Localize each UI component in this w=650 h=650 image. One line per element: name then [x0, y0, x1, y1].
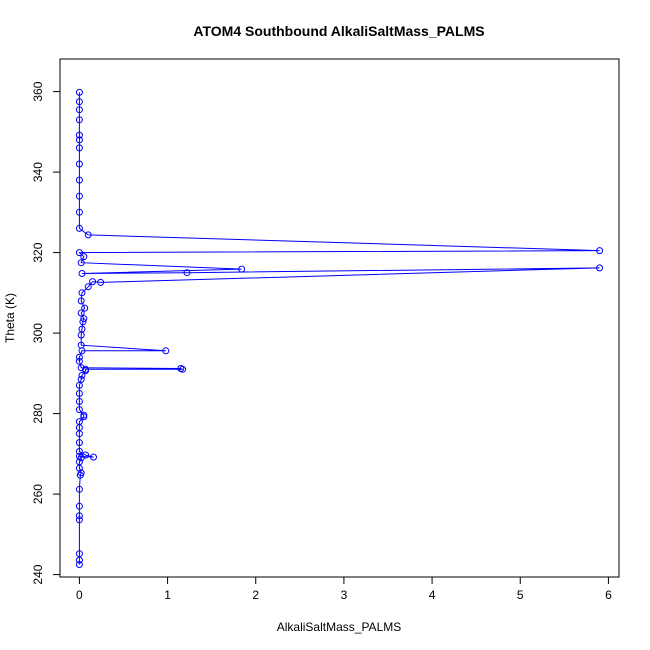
data-point [77, 469, 85, 477]
data-point [77, 297, 85, 305]
y-tick-label: 300 [31, 323, 45, 343]
data-point [82, 365, 90, 373]
data-point [77, 259, 85, 267]
y-tick-label: 340 [31, 162, 45, 182]
data-point [75, 406, 83, 414]
data-point [75, 418, 83, 426]
data-point [75, 550, 83, 558]
data-point [77, 364, 85, 372]
y-axis: 240 260 280 300 320 340 360 [31, 81, 61, 585]
data-point [75, 192, 83, 200]
data-point [84, 283, 92, 291]
data-point [75, 160, 83, 168]
data-point [90, 453, 97, 461]
data-point [84, 231, 92, 239]
data-point [596, 247, 604, 255]
x-axis: 0 1 2 3 4 5 6 [76, 576, 612, 602]
data-point [78, 289, 86, 297]
data-point [238, 265, 246, 273]
data-point [75, 249, 83, 257]
data-point [75, 447, 83, 455]
data-point [75, 98, 83, 106]
x-tick-label: 3 [341, 588, 348, 602]
y-tick-label: 240 [31, 564, 45, 584]
data-point [75, 561, 83, 568]
data-point [75, 136, 83, 144]
data-point [75, 502, 83, 510]
x-tick-label: 1 [164, 588, 171, 602]
y-tick-label: 260 [31, 484, 45, 504]
data-point [89, 278, 97, 286]
data-point [80, 315, 88, 323]
data-point [75, 439, 83, 447]
data-point [77, 375, 85, 383]
data-point [75, 353, 83, 361]
x-tick-label: 4 [429, 588, 436, 602]
data-point [75, 512, 83, 520]
data-point [80, 411, 88, 419]
y-tick-label: 360 [31, 81, 45, 101]
data-point [75, 357, 83, 365]
y-axis-label: Theta (K) [3, 293, 17, 343]
data-point [82, 451, 90, 459]
x-tick-label: 5 [517, 588, 524, 602]
data-point [77, 309, 85, 317]
x-tick-label: 6 [605, 588, 612, 602]
y-tick-label: 320 [31, 242, 45, 262]
data-point [75, 176, 83, 184]
data-point [177, 365, 185, 372]
data-point [75, 88, 83, 96]
data-point [78, 325, 86, 333]
series-line [77, 92, 600, 565]
data-point [75, 224, 83, 232]
data-point [75, 398, 83, 405]
x-tick-label: 0 [76, 588, 83, 602]
y-tick-label: 280 [31, 403, 45, 423]
data-point [162, 347, 170, 355]
data-point [75, 485, 83, 493]
data-point [75, 131, 83, 139]
data-point [81, 304, 89, 312]
chart-title: ATOM4 Southbound AlkaliSaltMass_PALMS [193, 23, 484, 39]
data-point [75, 116, 83, 124]
x-axis-label: AlkaliSaltMass_PALMS [277, 620, 402, 634]
data-point [80, 253, 88, 261]
plot-area [75, 88, 604, 568]
data-point [78, 371, 86, 379]
data-point [183, 269, 191, 277]
data-point [75, 516, 83, 524]
data-point [78, 270, 86, 277]
x-tick-label: 2 [252, 588, 259, 602]
plot-frame [59, 58, 620, 578]
data-point [97, 278, 105, 286]
data-point [596, 264, 604, 272]
data-point [75, 390, 83, 397]
data-point [75, 208, 83, 216]
data-point [77, 341, 85, 349]
data-point [75, 144, 83, 152]
data-point [79, 318, 87, 326]
data-point [75, 106, 83, 114]
